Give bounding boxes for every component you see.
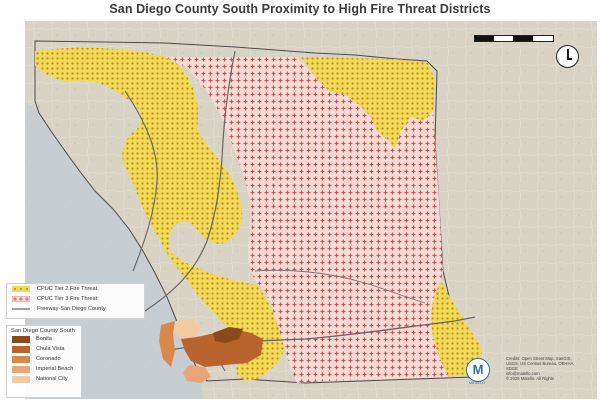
- north-arrow-icon: [556, 45, 579, 68]
- highway-sr94: [254, 269, 426, 304]
- legend-label-national-city: National City: [36, 376, 68, 382]
- legend-label-tier3: CPUC Tier 3 Fire Threat: [37, 296, 98, 302]
- legend-item-imperial-beach: Imperial Beach: [7, 365, 81, 375]
- freeway-i15: [144, 50, 236, 312]
- logo-caption: MATELLO: [468, 381, 486, 385]
- legend-item-coronado: Coronado: [7, 355, 81, 365]
- tier2-fire-threat-area-southeast: [431, 281, 483, 377]
- city-chula-vista: [181, 329, 263, 367]
- credits-line-4: info@matello.com: [506, 371, 540, 376]
- tier2-fire-threat-area-east: [301, 57, 435, 149]
- chula-vista-swatch: [12, 346, 30, 353]
- bonita-swatch: [12, 336, 30, 343]
- fire-threat-legend: CPUC Tier 2 Fire Threat CPUC Tier 3 Fire…: [6, 283, 145, 319]
- national-city-swatch: [12, 376, 30, 383]
- matello-logo: M: [466, 358, 490, 382]
- tier2-swatch-icon: [12, 286, 30, 292]
- city-bonita: [213, 327, 243, 343]
- tier3-fire-threat-area: [165, 57, 449, 383]
- credits-line-5: © 2025 Matello. All Rights: [506, 376, 555, 381]
- scale-bar-icon: [474, 35, 554, 42]
- credits-line-2: USGS, US Census Bureau, OEHHA,: [506, 361, 575, 366]
- imperial-beach-swatch: [12, 366, 30, 373]
- legend-label-imperial-beach: Imperial Beach: [36, 366, 74, 372]
- legend-label-freeway: Freeway-San Diego County: [37, 306, 106, 312]
- tier3-swatch-icon: [12, 296, 30, 302]
- credits-line-3: SDGE: [506, 366, 518, 371]
- legend-item-freeway: Freeway-San Diego County: [7, 304, 144, 314]
- map-credits: Credits: Open Street Map, SanGIS, USGS, …: [506, 356, 598, 381]
- legend-label-tier2: CPUC Tier 2 Fire Threat: [37, 286, 98, 292]
- legend-item-national-city: National City: [7, 375, 81, 385]
- legend-label-coronado: Coronado: [36, 356, 61, 362]
- legend-item-tier3: CPUC Tier 3 Fire Threat: [7, 294, 144, 304]
- city-coronado: [159, 321, 175, 367]
- coronado-swatch: [12, 356, 30, 363]
- tier2-fire-threat-area: [35, 47, 284, 381]
- legend-south-header: San Diego County South: [11, 328, 75, 334]
- legend-label-chula-vista: Chula Vista: [36, 346, 65, 352]
- credits-line-1: Credits: Open Street Map, SanGIS,: [506, 356, 572, 361]
- map-canvas: [25, 21, 597, 399]
- legend-item-bonita: Bonita: [7, 335, 81, 345]
- legend-item-chula-vista: Chula Vista: [7, 345, 81, 355]
- south-county-legend: San Diego County South Bonita Chula Vist…: [6, 325, 82, 398]
- freeway-line-icon: [12, 308, 30, 310]
- city-imperial-beach: [183, 365, 211, 383]
- freeway-i5: [124, 90, 158, 272]
- city-national-city: [173, 319, 201, 339]
- county-boundary: [34, 40, 474, 384]
- logo-letter: M: [472, 362, 484, 377]
- map-title: San Diego County South Proximity to High…: [109, 2, 491, 16]
- basemap-ocean: [25, 101, 203, 399]
- legend-item-tier2: CPUC Tier 2 Fire Threat: [7, 284, 144, 294]
- legend-label-bonita: Bonita: [36, 336, 52, 342]
